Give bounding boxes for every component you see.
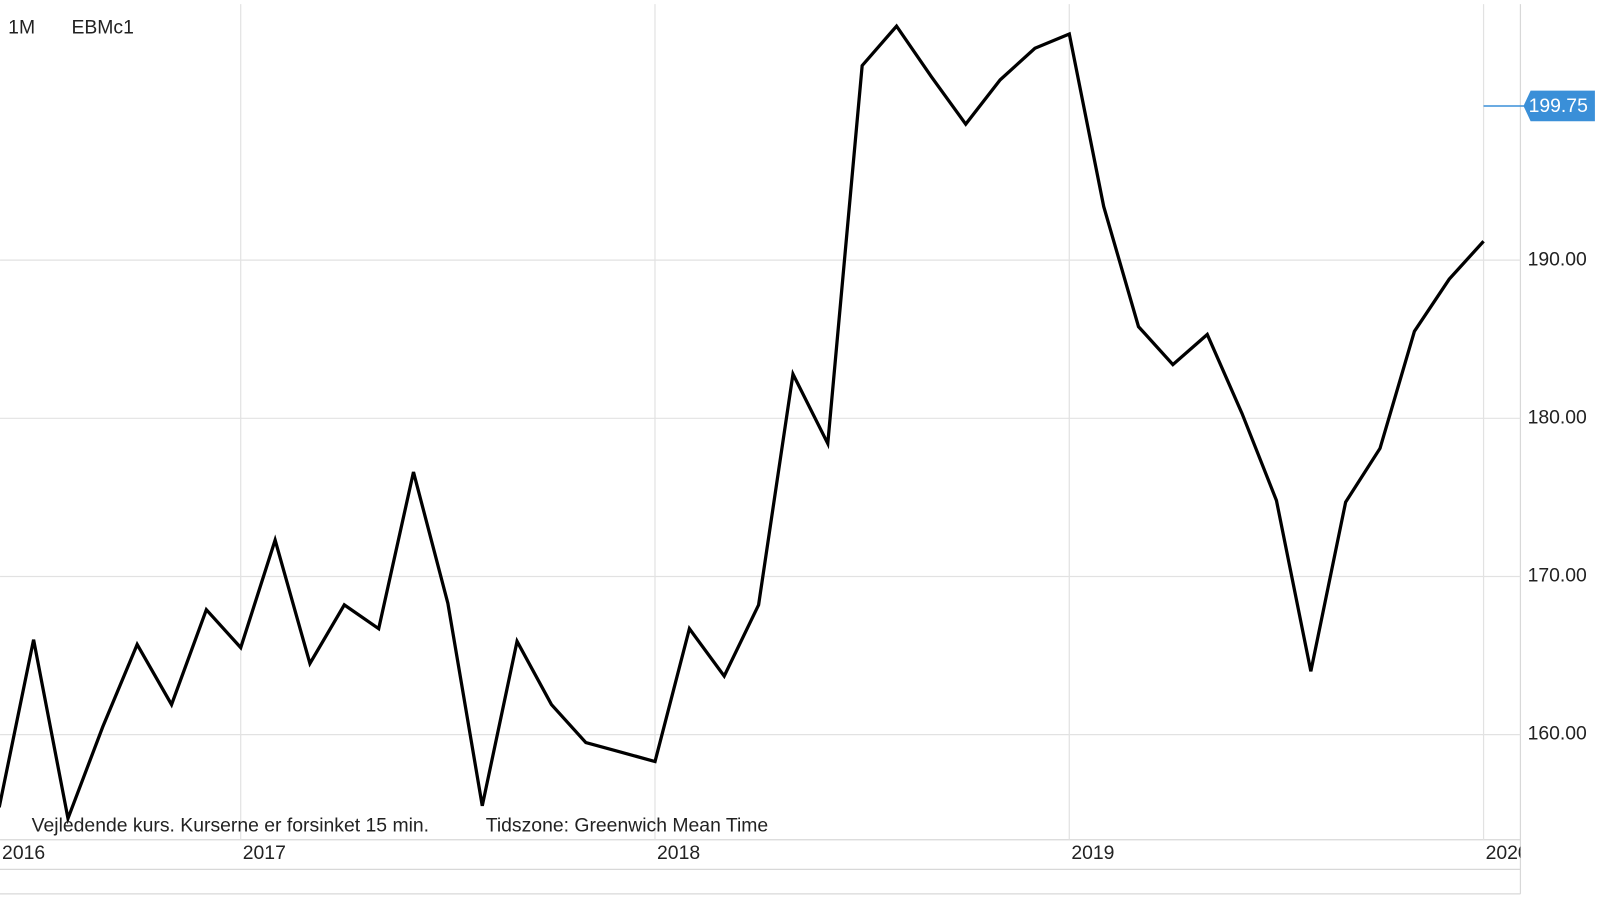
last-price-box xyxy=(1523,90,1595,122)
price-line xyxy=(0,23,1485,825)
last-price-label: 199.75 xyxy=(1529,95,1588,117)
x-tick-label: 2019 xyxy=(1071,842,1114,864)
y-tick-label: 160.00 xyxy=(1528,723,1587,745)
x-tick-label: 2020 xyxy=(1486,842,1529,864)
x-tick-label: 2017 xyxy=(243,842,286,864)
x-tick-label: 2018 xyxy=(657,842,700,864)
note: Tidszone: Greenwich Mean Time xyxy=(486,815,769,837)
interval-label: 1M xyxy=(8,17,35,39)
symbol-label: EBMc1 xyxy=(71,17,133,39)
y-tick-label: 190.00 xyxy=(1528,248,1587,270)
note: Vejledende kurs. Kurserne er forsinket 1… xyxy=(32,815,429,837)
x-tick-label: 2016 xyxy=(2,842,45,864)
y-tick-label: 180.00 xyxy=(1528,406,1587,428)
y-tick-label: 170.00 xyxy=(1528,565,1587,587)
plot-clip: 2016 2017 2018 2019 2020 xyxy=(0,4,1529,864)
